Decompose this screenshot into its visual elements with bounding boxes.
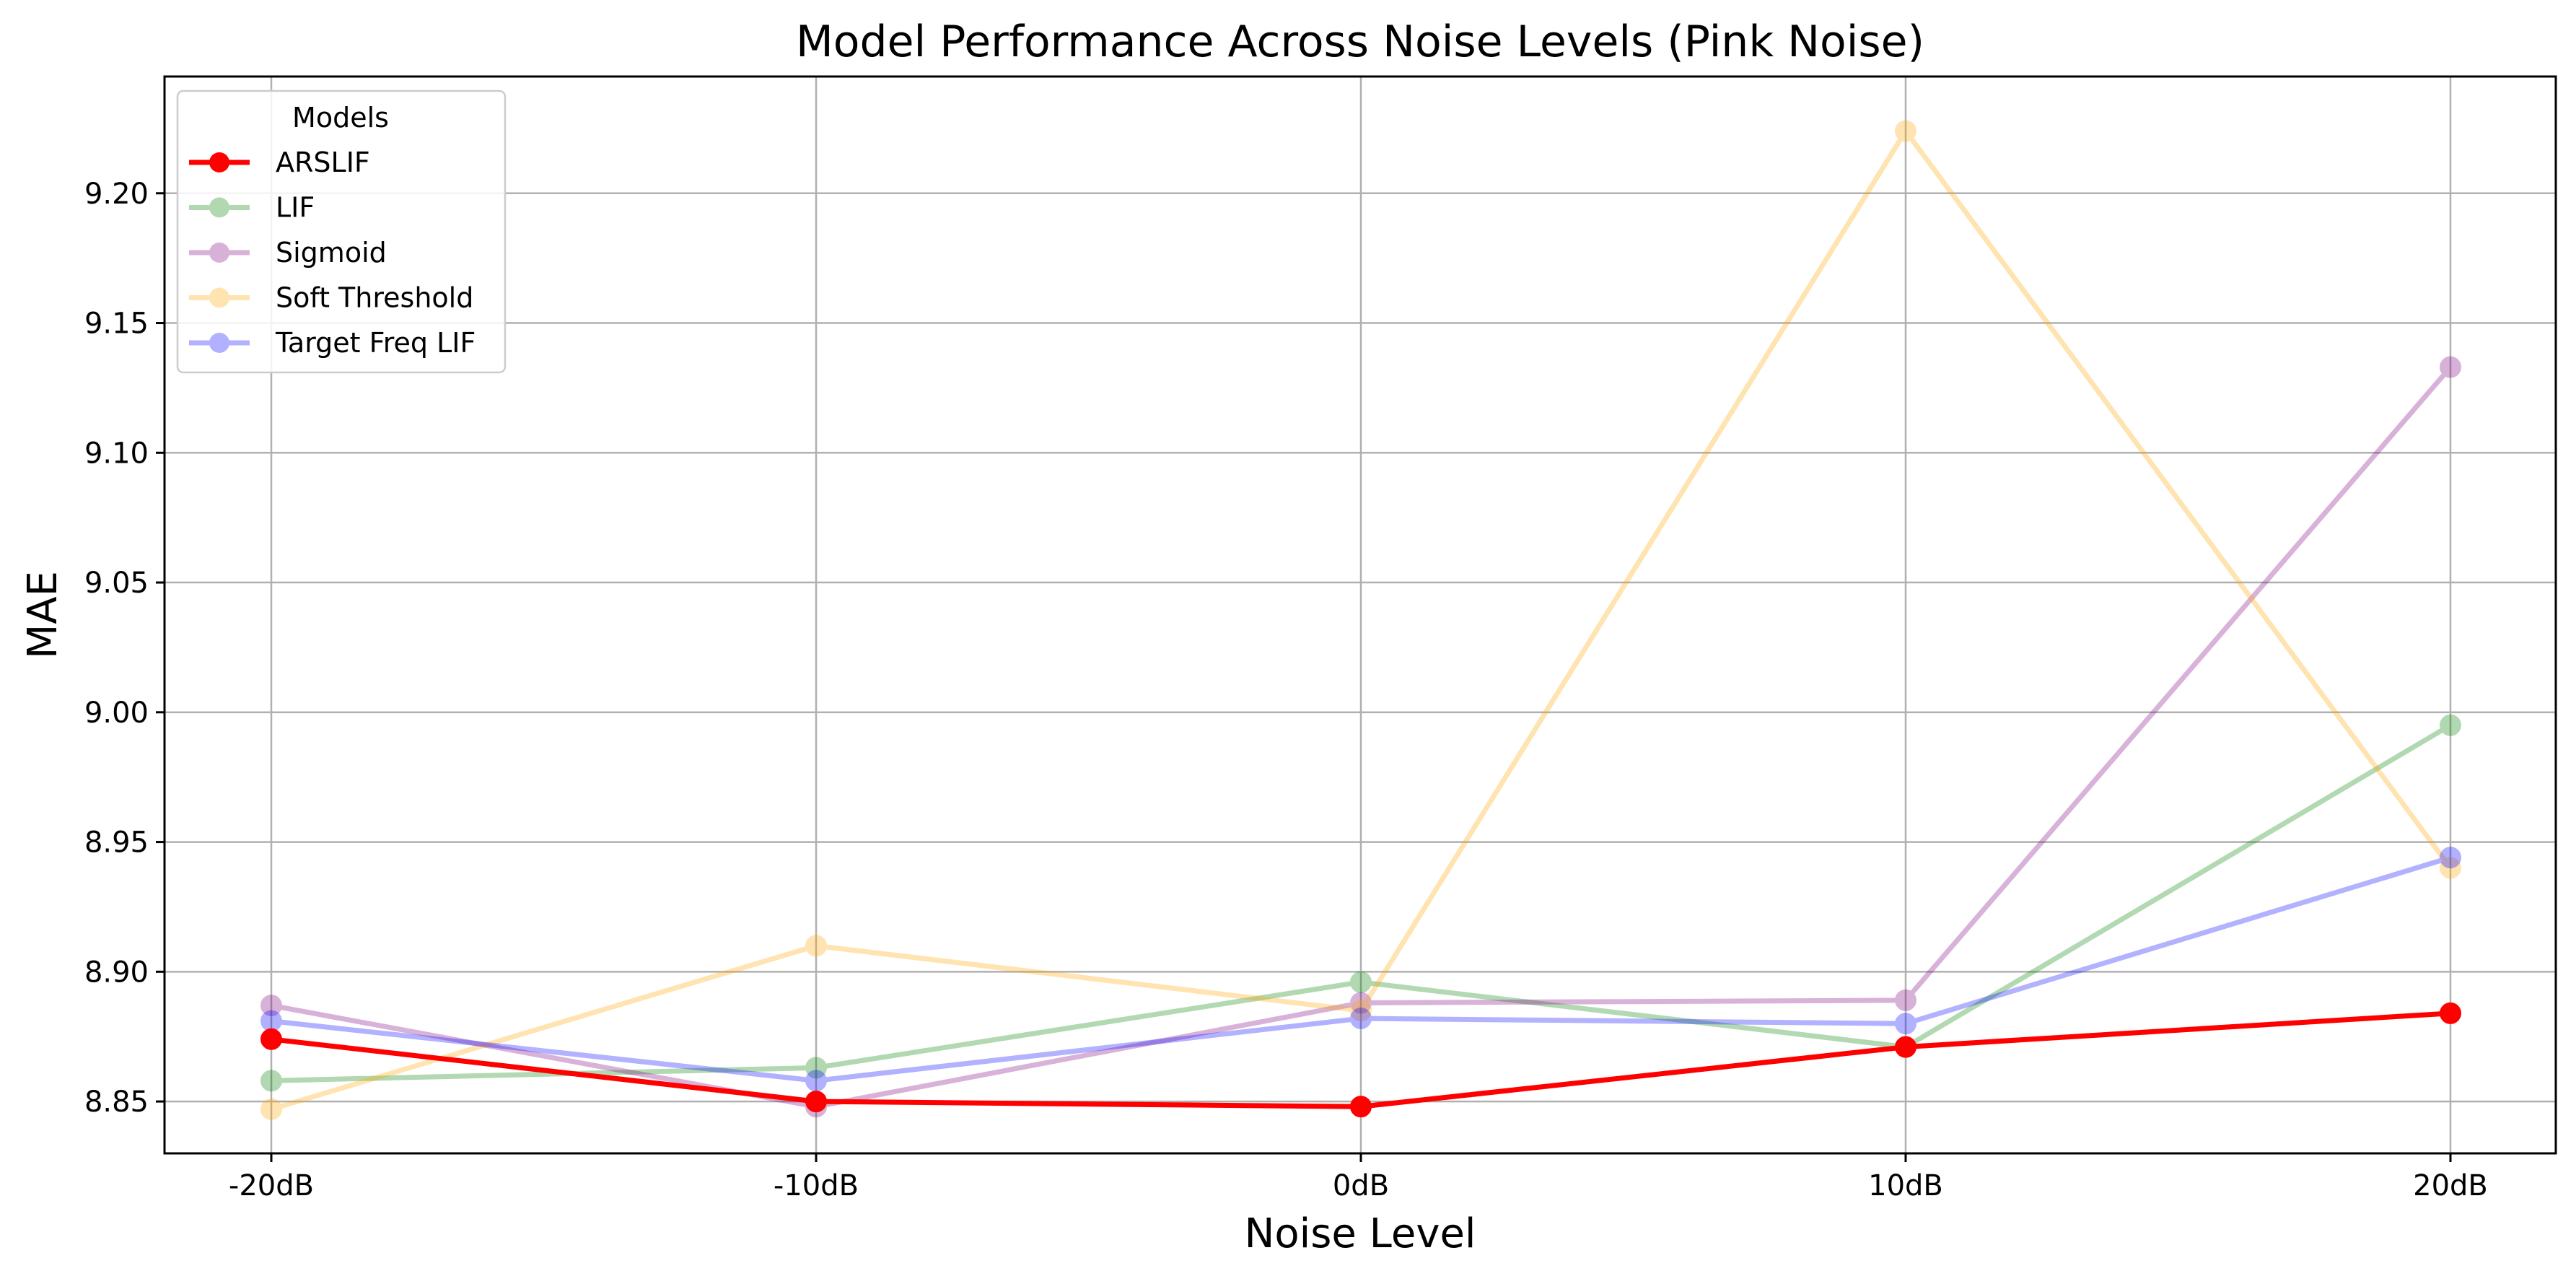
x-axis-label: Noise Level (1245, 1210, 1476, 1257)
y-tick-label: 8.90 (84, 956, 149, 989)
series-arslif (260, 1002, 2461, 1118)
x-tick-label: 10dB (1868, 1169, 1943, 1202)
data-point (805, 1057, 827, 1079)
series-line (268, 722, 2453, 1083)
data-point (260, 995, 282, 1017)
data-point (1350, 971, 1372, 993)
data-point (260, 1098, 282, 1120)
data-point (1895, 1036, 1916, 1058)
data-point (260, 1028, 282, 1050)
series-layer (260, 120, 2461, 1120)
x-tick-label: -10dB (774, 1169, 859, 1202)
y-tick-label: 9.10 (84, 437, 149, 470)
y-tick-label: 9.00 (84, 696, 149, 730)
legend: Models ARSLIF LIF Sigmoid Soft Threshold Targ… (176, 89, 507, 374)
series-target-freq-lif (260, 847, 2461, 1092)
data-point (805, 1070, 827, 1092)
legend-marker (209, 243, 229, 263)
data-point (260, 1010, 282, 1032)
series-line (268, 364, 2453, 1109)
chart-title: Model Performance Across Noise Levels (P… (796, 17, 1924, 67)
data-point (805, 935, 827, 957)
legend-swatch (189, 243, 250, 263)
data-point (1895, 989, 1916, 1011)
legend-swatch (189, 197, 250, 218)
series-line (268, 855, 2453, 1083)
series-line (268, 128, 2453, 1112)
legend-item-label: Target Freq LIF (275, 327, 476, 359)
x-tick-label: -20dB (229, 1169, 314, 1202)
legend-item-label: Sigmoid (276, 237, 387, 268)
data-point (260, 1070, 282, 1092)
data-point (1350, 1096, 1372, 1118)
legend-title: Models (292, 102, 389, 134)
legend-box (176, 89, 507, 374)
x-tick-label: 0dB (1333, 1169, 1389, 1202)
data-point (2440, 857, 2461, 879)
legend-swatch (189, 333, 250, 353)
grid-layer (165, 77, 2556, 1153)
data-point (2440, 714, 2461, 736)
data-point (1895, 1013, 1916, 1035)
data-point (1350, 1000, 1372, 1022)
legend-marker (209, 152, 229, 172)
legend-marker (209, 287, 229, 308)
y-tick-label: 9.05 (84, 567, 149, 600)
data-point (1350, 992, 1372, 1014)
series-sigmoid (260, 356, 2461, 1118)
data-point (2440, 1002, 2461, 1024)
y-tick-label: 9.15 (84, 307, 149, 341)
legend-marker (209, 333, 229, 353)
legend-marker (209, 197, 229, 218)
legend-item-label: LIF (276, 192, 315, 224)
data-point (1350, 1008, 1372, 1030)
legend-item-label: Soft Threshold (276, 282, 473, 314)
y-tick-label: 9.20 (84, 178, 149, 211)
legend-item-label: ARSLIF (276, 147, 370, 178)
legend-swatch (189, 152, 250, 172)
tick-layer: -20dB -10dB 0dB 10dB 20dB 8.85 8.90 8.95 9.00 9.0… (84, 178, 2488, 1202)
data-point (2440, 847, 2461, 869)
data-point (1895, 120, 1916, 142)
data-point (2440, 356, 2461, 378)
legend-swatch (189, 287, 250, 308)
y-axis-label: MAE (19, 571, 66, 659)
data-point (805, 1091, 827, 1113)
y-tick-label: 8.85 (84, 1086, 149, 1119)
x-tick-label: 20dB (2413, 1169, 2488, 1202)
y-tick-label: 8.95 (84, 826, 149, 860)
series-soft-threshold (260, 120, 2461, 1120)
